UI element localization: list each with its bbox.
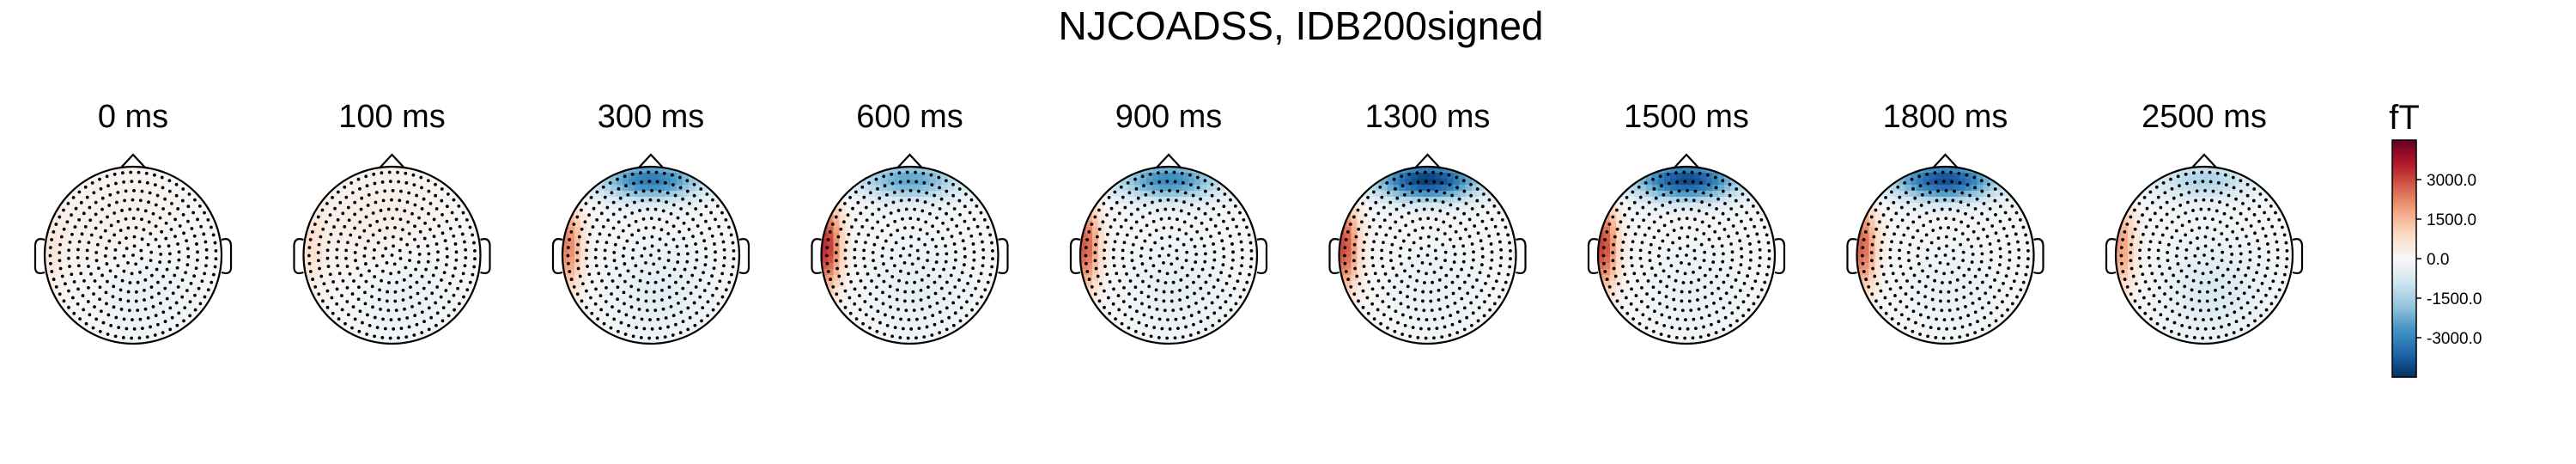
right-ear-outline [480, 238, 491, 275]
colorbar-tick-label: 1500.0 [2427, 211, 2476, 229]
topomap-panel: 1300 ms [1328, 99, 1527, 345]
topomap-panels: 0 ms 100 ms 300 ms 600 ms 900 ms 1300 ms 1500 … [33, 99, 2304, 345]
topomap-field [1080, 167, 1257, 344]
right-ear-outline [2292, 238, 2304, 275]
head-outline [1338, 165, 1517, 345]
topomap-field [1856, 167, 2034, 344]
sensor-dots [1084, 170, 1254, 340]
sensor-dots [307, 170, 477, 340]
topomap-panel: 1800 ms [1846, 99, 2044, 345]
topomap-field [1339, 167, 1516, 344]
colorbar: fT 3000.0 1500.0 0.0 -1500.0 -3000.0 [2389, 99, 2482, 378]
head-outline [1596, 165, 1777, 345]
sensor-dots [1601, 170, 1771, 340]
panel-time-label: 900 ms [1115, 99, 1223, 135]
right-ear-outline [998, 238, 1009, 275]
left-ear-outline [811, 238, 822, 275]
sensor-dots [566, 170, 736, 340]
colorbar-tick-label: 0.0 [2427, 251, 2449, 269]
nose-outline [1932, 153, 1959, 168]
left-ear-outline [1069, 238, 1081, 275]
nose-outline [1156, 153, 1182, 168]
left-ear-outline [1328, 238, 1340, 275]
colorbar-tick-label: -1500.0 [2427, 290, 2482, 308]
topomap-panel: 600 ms [811, 99, 1009, 345]
topomap-panel: 900 ms [1069, 99, 1268, 345]
sensor-dots [48, 170, 218, 340]
colorbar-tick-label: 3000.0 [2427, 172, 2476, 190]
colorbar-bar [2391, 139, 2417, 378]
nose-outline [1414, 153, 1441, 168]
sensor-dots [825, 170, 994, 340]
topomap-field [562, 167, 739, 344]
head-outline [302, 165, 482, 345]
panel-time-label: 600 ms [856, 99, 963, 135]
colorbar-ticks: 3000.0 1500.0 0.0 -1500.0 -3000.0 [2416, 172, 2482, 348]
topomap-field [1598, 167, 1775, 344]
colorbar-unit-label: fT [2389, 99, 2420, 137]
figure-title: NJCOADSS, IDB200signed [1058, 3, 1543, 48]
topomap-field [303, 167, 481, 344]
topomap-panel: 300 ms [551, 99, 750, 345]
right-ear-outline [738, 238, 750, 275]
left-ear-outline [551, 238, 563, 275]
sensor-dots [2119, 170, 2289, 340]
left-ear-outline [2105, 238, 2117, 275]
head-outline [2114, 165, 2294, 345]
panel-time-label: 100 ms [338, 99, 446, 135]
panel-time-label: 1300 ms [1365, 99, 1491, 135]
panel-time-label: 0 ms [98, 99, 168, 135]
panel-time-label: 2500 ms [2142, 99, 2267, 135]
head-outline [43, 165, 223, 345]
nose-outline [1674, 153, 1699, 168]
topomap-panel: 100 ms [293, 99, 491, 345]
topomap-panel: 1500 ms [1587, 99, 1786, 345]
right-ear-outline [1256, 238, 1268, 275]
right-ear-outline [221, 238, 233, 275]
panel-time-label: 1500 ms [1624, 99, 1749, 135]
nose-outline [379, 153, 405, 168]
sensor-dots [1343, 170, 1512, 340]
topomap-panel: 2500 ms [2105, 99, 2304, 345]
colorbar-tick-label: -3000.0 [2427, 330, 2482, 348]
left-ear-outline [33, 238, 46, 275]
topomap-field [45, 167, 222, 344]
left-ear-outline [293, 238, 304, 275]
head-outline [1078, 165, 1259, 345]
head-outline [561, 165, 741, 345]
right-ear-outline [2033, 238, 2044, 275]
nose-outline [896, 153, 923, 168]
panel-time-label: 1800 ms [1883, 99, 2008, 135]
left-ear-outline [1587, 238, 1599, 275]
left-ear-outline [1846, 238, 1857, 275]
head-outline [820, 165, 999, 345]
right-ear-outline [1516, 238, 1527, 275]
topomap-field [821, 167, 999, 344]
right-ear-outline [1774, 238, 1786, 275]
sensor-dots [1861, 170, 2030, 340]
topomap-field [2116, 167, 2293, 344]
nose-outline [638, 153, 664, 168]
topomap-panel: 0 ms [33, 99, 233, 345]
nose-outline [120, 153, 146, 168]
head-outline [1856, 165, 2035, 345]
nose-outline [2191, 153, 2217, 168]
panel-time-label: 300 ms [598, 99, 705, 135]
